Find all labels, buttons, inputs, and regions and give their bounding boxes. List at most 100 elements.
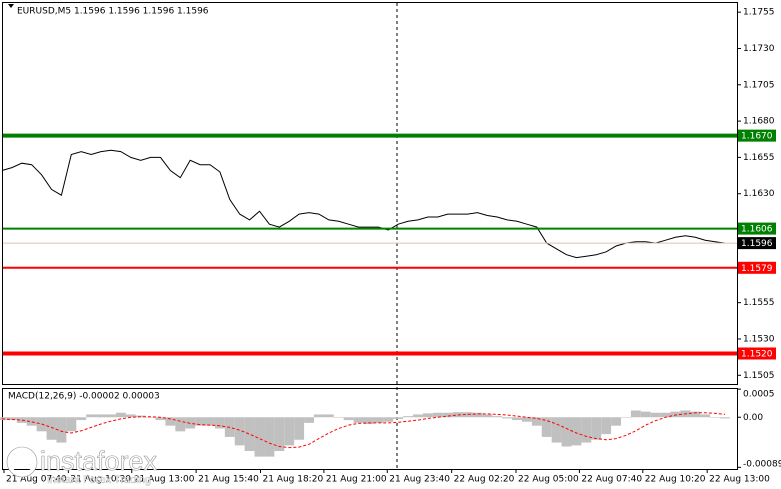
macd-bar (690, 411, 701, 418)
macd-bar (571, 417, 582, 446)
macd-bar (462, 412, 473, 418)
x-tick-label: 22 Aug 07:40 (581, 475, 642, 485)
level-label: 1.1670 (741, 132, 773, 142)
macd-bar (541, 417, 552, 437)
macd-bar (353, 417, 364, 423)
macd-bar (492, 416, 503, 418)
macd-bar (710, 417, 721, 418)
macd-bar (660, 412, 671, 418)
macd-panel (2, 388, 738, 470)
macd-bar (105, 414, 116, 418)
macd-bar (363, 417, 374, 424)
macd-bar (284, 417, 295, 446)
macd-bar (175, 417, 186, 432)
macd-bar (56, 417, 67, 443)
macd-bar (512, 417, 522, 421)
macd-bar (333, 417, 344, 418)
watermark: instaforex Instant Forex Trading (6, 446, 158, 486)
level-label-box (738, 222, 776, 235)
macd-bar (66, 417, 77, 432)
x-tick-label: 21 Aug 15:40 (198, 475, 259, 485)
x-tick-label: 21 Aug 23:40 (389, 475, 450, 485)
logo-outline (6, 446, 38, 478)
macd-bar (313, 414, 324, 418)
x-tick-label: 22 Aug 13:00 (709, 475, 770, 485)
x-tick-label: 21 Aug 10:20 (70, 475, 131, 485)
macd-bar (422, 413, 433, 418)
macd-bar (442, 412, 453, 418)
macd-bar (205, 417, 215, 426)
level-label-box (738, 237, 776, 250)
x-tick-label: 21 Aug 21:00 (326, 475, 387, 485)
macd-bar (403, 416, 414, 418)
macd-bar (531, 417, 542, 426)
y-tick-label: 1.1730 (743, 44, 775, 54)
macd-bar (630, 410, 641, 418)
x-tick-label: 22 Aug 10:20 (645, 475, 706, 485)
chart-title: EURUSD,M5 1.1596 1.1596 1.1596 1.1596 (17, 7, 209, 17)
macd-bar (452, 412, 463, 418)
macd-bar (700, 414, 711, 418)
y-tick-label: 1.1705 (743, 80, 775, 90)
x-tick-label: 22 Aug 02:20 (454, 475, 515, 485)
macd-bar (640, 411, 651, 418)
level-label: 1.1606 (741, 225, 773, 235)
macd-bar (294, 417, 305, 440)
watermark-tagline: Instant Forex Trading (47, 474, 151, 486)
main-panel (2, 2, 738, 385)
macd-bar (581, 417, 592, 443)
macd-bar (591, 417, 602, 440)
macd-bar (16, 417, 27, 423)
y-tick-label: 0.00 (743, 413, 763, 423)
macd-bar (502, 417, 513, 419)
macd-bar (274, 417, 285, 451)
macd-bar (383, 417, 394, 422)
x-tick-label: 21 Aug 07:40 (6, 475, 67, 485)
macd-bar (264, 417, 275, 457)
macd-bar (621, 417, 631, 418)
macd-bar (6, 417, 17, 421)
macd-bar (254, 417, 265, 457)
macd-bar (96, 414, 106, 418)
macd-title: MACD(12,26,9) -0.00002 0.00003 (8, 392, 160, 402)
macd-bar (432, 412, 443, 418)
y-tick-label: 1.1755 (743, 8, 775, 18)
y-tick-label: 1.1680 (743, 117, 775, 127)
y-tick-label: 1.1505 (743, 371, 775, 381)
macd-bar (86, 414, 97, 418)
logo-ring (7, 447, 37, 477)
macd-bar (165, 417, 176, 426)
macd-bar (185, 417, 196, 429)
y-tick-label: 1.1530 (743, 334, 775, 344)
macd-bar (244, 417, 255, 451)
y-tick-label: 1.1655 (743, 153, 775, 163)
x-tick-label: 21 Aug 18:20 (262, 475, 323, 485)
plot-layer: 1.1755 1.1730 1.1705 1.1680 1.1655 1.1630 1.15… (0, 8, 781, 485)
macd-bar (145, 417, 156, 418)
macd-bar (472, 412, 483, 418)
menu-triangle (8, 4, 14, 8)
macd-bar (343, 417, 354, 421)
macd-bar (214, 417, 225, 429)
y-tick-label: 1.1555 (743, 298, 775, 308)
level-label-box (738, 129, 776, 142)
macd-bar (551, 417, 562, 443)
macd-bar (26, 417, 37, 426)
macd-bar (650, 412, 661, 418)
macd-bar (323, 414, 334, 418)
macd-bar (393, 417, 404, 419)
y-tick-label: 1.1630 (743, 189, 775, 199)
macd-bar (720, 417, 730, 419)
y-tick-label: -0.00089 (743, 460, 781, 470)
macd-bar (76, 417, 87, 421)
level-label-box (738, 347, 776, 360)
macd-bar (611, 417, 622, 426)
macd-bar (561, 417, 572, 447)
macd-bar (482, 414, 493, 418)
x-tick-label: 21 Aug 13:00 (134, 475, 195, 485)
price-line (1, 149, 726, 259)
macd-bar (155, 417, 166, 421)
level-label: 1.1579 (741, 264, 773, 274)
macd-bar (125, 414, 136, 418)
